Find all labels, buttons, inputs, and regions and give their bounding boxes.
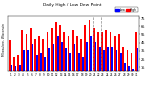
Bar xyxy=(36,55,37,80)
Bar xyxy=(68,36,69,80)
Bar xyxy=(82,57,84,80)
Bar xyxy=(118,34,120,80)
Bar xyxy=(80,39,82,80)
Bar xyxy=(76,36,78,80)
Bar xyxy=(32,44,33,80)
Bar xyxy=(78,53,80,80)
Bar xyxy=(132,69,134,80)
Bar xyxy=(65,48,67,80)
Bar xyxy=(57,36,59,80)
Bar xyxy=(107,47,109,80)
Bar xyxy=(23,50,25,80)
Bar xyxy=(48,48,50,80)
Bar xyxy=(11,65,12,80)
Bar xyxy=(38,36,40,80)
Bar xyxy=(131,53,132,80)
Text: Daily High / Low Dew Point: Daily High / Low Dew Point xyxy=(43,3,101,7)
Bar xyxy=(127,50,128,80)
Bar xyxy=(42,39,44,80)
Bar xyxy=(89,20,90,80)
Bar xyxy=(34,39,36,80)
Bar xyxy=(124,63,126,80)
Bar xyxy=(15,66,16,80)
Bar xyxy=(53,44,54,80)
Bar xyxy=(51,28,53,80)
Bar xyxy=(40,53,42,80)
Bar xyxy=(19,65,21,80)
Bar xyxy=(72,30,74,80)
Bar xyxy=(90,36,92,80)
Bar xyxy=(112,47,113,80)
Bar xyxy=(9,40,11,80)
Bar xyxy=(69,53,71,80)
Bar xyxy=(93,28,95,80)
Bar xyxy=(128,66,130,80)
Bar xyxy=(110,32,112,80)
Bar xyxy=(95,42,96,80)
Bar xyxy=(97,32,99,80)
Bar xyxy=(105,30,107,80)
Bar xyxy=(30,28,32,80)
Bar xyxy=(137,48,138,80)
Bar xyxy=(44,57,46,80)
Bar xyxy=(13,57,15,80)
Bar xyxy=(99,47,101,80)
Bar xyxy=(27,50,29,80)
Legend: Low, High: Low, High xyxy=(115,7,138,12)
Bar xyxy=(101,32,103,80)
Bar xyxy=(122,47,124,80)
Bar xyxy=(59,25,61,80)
Bar xyxy=(114,36,116,80)
Bar xyxy=(86,42,88,80)
Bar xyxy=(63,32,65,80)
Bar xyxy=(116,50,117,80)
Bar xyxy=(61,42,63,80)
Bar xyxy=(120,53,122,80)
Bar xyxy=(84,25,86,80)
Bar xyxy=(74,44,75,80)
Bar xyxy=(55,22,57,80)
Bar xyxy=(26,34,27,80)
Bar xyxy=(21,30,23,80)
Bar xyxy=(17,55,19,80)
Bar xyxy=(103,50,105,80)
Text: Milwaukee, Wisconsin: Milwaukee, Wisconsin xyxy=(2,23,6,56)
Bar xyxy=(47,32,48,80)
Bar xyxy=(135,32,137,80)
